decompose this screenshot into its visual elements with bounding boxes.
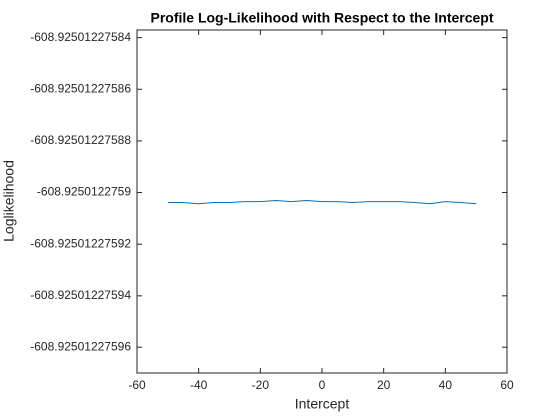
x-tick-label: -40	[190, 378, 208, 392]
x-tick-label: 0	[319, 378, 326, 392]
x-tick-label: 40	[439, 378, 453, 392]
y-tick-label: -608.92501227592	[30, 236, 131, 250]
x-axis-label: Intercept	[295, 396, 350, 412]
x-tick-label: -20	[252, 378, 270, 392]
x-tick-label: -60	[128, 378, 146, 392]
y-axis-label: Loglikelihood	[1, 160, 17, 242]
y-tick-label: -608.92501227586	[30, 81, 131, 95]
line-series	[167, 199, 477, 205]
y-tick-label: -608.92501227584	[30, 30, 131, 44]
y-tick-label: -608.9250122759	[37, 185, 131, 199]
x-tick-label: 60	[500, 378, 514, 392]
y-tick-label: -608.92501227588	[30, 133, 131, 147]
y-tick-label: -608.92501227596	[30, 339, 131, 353]
x-tick-label: 20	[377, 378, 391, 392]
y-tick-label: -608.92501227594	[30, 288, 131, 302]
chart-title: Profile Log-Likelihood with Respect to t…	[150, 10, 493, 26]
